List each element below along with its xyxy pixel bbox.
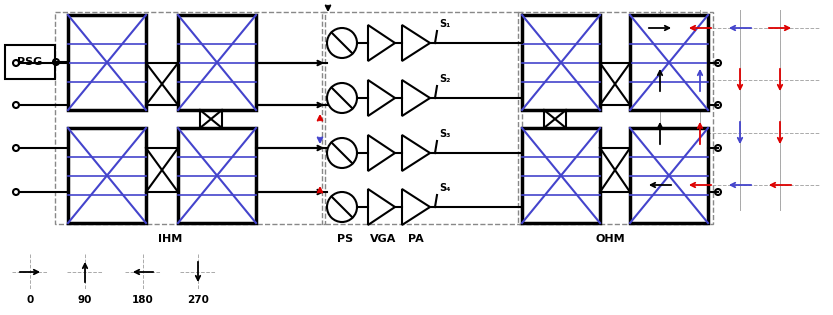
- Text: PS: PS: [337, 234, 353, 244]
- Text: 270: 270: [187, 295, 209, 305]
- Bar: [518, 12, 713, 224]
- Polygon shape: [402, 80, 430, 116]
- Bar: [68, 128, 146, 223]
- Text: 0: 0: [27, 295, 33, 305]
- Bar: [68, 15, 146, 110]
- Bar: [630, 128, 708, 223]
- Text: 180: 180: [132, 295, 154, 305]
- Polygon shape: [368, 80, 395, 116]
- Polygon shape: [402, 189, 430, 225]
- Bar: [55, 12, 325, 224]
- Polygon shape: [368, 25, 395, 61]
- Bar: [322, 12, 522, 224]
- Text: VGA: VGA: [370, 234, 397, 244]
- Text: PSG: PSG: [17, 57, 42, 67]
- FancyBboxPatch shape: [5, 45, 55, 79]
- Text: IHM: IHM: [158, 234, 182, 244]
- Text: S₃: S₃: [439, 129, 451, 139]
- Text: PA: PA: [408, 234, 424, 244]
- Polygon shape: [368, 189, 395, 225]
- Text: S₁: S₁: [439, 19, 451, 29]
- Bar: [178, 15, 256, 110]
- Bar: [630, 15, 708, 110]
- Polygon shape: [368, 135, 395, 171]
- Polygon shape: [402, 25, 430, 61]
- Polygon shape: [402, 135, 430, 171]
- Text: 90: 90: [77, 295, 92, 305]
- Bar: [522, 128, 600, 223]
- Text: OHM: OHM: [596, 234, 625, 244]
- Text: S₂: S₂: [439, 74, 451, 84]
- Text: S₄: S₄: [439, 183, 451, 193]
- Bar: [178, 128, 256, 223]
- Bar: [522, 15, 600, 110]
